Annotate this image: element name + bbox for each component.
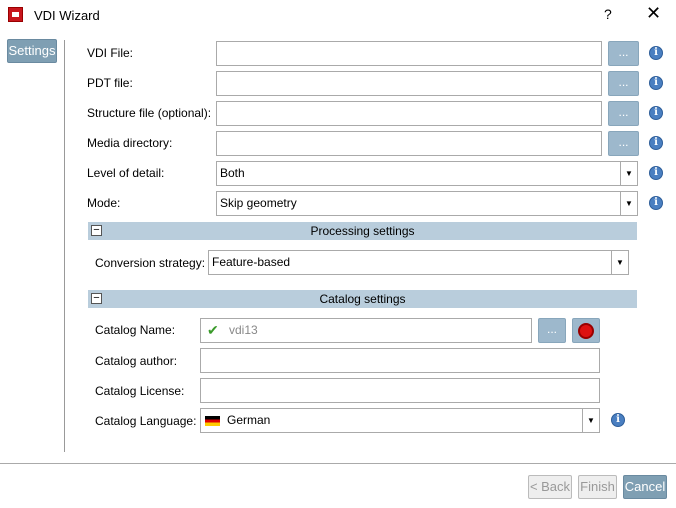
media-directory-browse-button[interactable]: ... bbox=[608, 131, 639, 156]
chevron-down-icon: ▼ bbox=[582, 409, 599, 432]
catalog-name-label: Catalog Name: bbox=[95, 323, 176, 337]
pdt-file-label: PDT file: bbox=[87, 76, 133, 90]
info-icon[interactable]: i bbox=[649, 76, 663, 90]
processing-settings-title: Processing settings bbox=[310, 224, 415, 238]
structure-file-label: Structure file (optional): bbox=[87, 106, 212, 120]
mode-select[interactable]: Skip geometry ▼ bbox=[216, 191, 638, 216]
check-icon: ✔ bbox=[207, 322, 219, 338]
chevron-down-icon: ▼ bbox=[611, 251, 628, 274]
mode-label: Mode: bbox=[87, 196, 121, 210]
catalog-language-select[interactable]: German ▼ bbox=[200, 408, 600, 433]
conversion-strategy-label: Conversion strategy: bbox=[95, 256, 206, 270]
structure-file-input[interactable] bbox=[216, 101, 602, 126]
info-icon[interactable]: i bbox=[611, 413, 625, 427]
catalog-author-label: Catalog author: bbox=[95, 354, 178, 368]
close-button[interactable]: ✕ bbox=[646, 3, 662, 23]
media-directory-input[interactable] bbox=[216, 131, 602, 156]
back-button[interactable]: < Back bbox=[528, 475, 572, 499]
catalog-author-input[interactable] bbox=[200, 348, 600, 373]
tab-settings[interactable]: Settings bbox=[7, 39, 57, 63]
window-title: VDI Wizard bbox=[34, 8, 100, 23]
info-icon[interactable]: i bbox=[649, 106, 663, 120]
clear-catalog-button[interactable] bbox=[572, 318, 600, 343]
pdt-file-input[interactable] bbox=[216, 71, 602, 96]
footer-divider bbox=[0, 463, 676, 464]
catalog-name-browse-button[interactable]: ... bbox=[538, 318, 566, 343]
catalog-name-input[interactable]: ✔ vdi13 bbox=[200, 318, 532, 343]
info-icon[interactable]: i bbox=[649, 46, 663, 60]
info-icon[interactable]: i bbox=[649, 166, 663, 180]
vdi-file-label: VDI File: bbox=[87, 46, 134, 60]
vdi-file-input[interactable] bbox=[216, 41, 602, 66]
catalog-license-input[interactable] bbox=[200, 378, 600, 403]
mode-value: Skip geometry bbox=[220, 196, 297, 210]
divider bbox=[64, 40, 65, 452]
media-directory-label: Media directory: bbox=[87, 136, 173, 150]
vdi-file-browse-button[interactable]: ... bbox=[608, 41, 639, 66]
catalog-name-value: vdi13 bbox=[229, 323, 258, 337]
catalog-language-value: German bbox=[227, 413, 271, 427]
info-icon[interactable]: i bbox=[649, 196, 663, 210]
german-flag-icon bbox=[205, 416, 220, 426]
level-of-detail-label: Level of detail: bbox=[87, 166, 165, 180]
conversion-strategy-select[interactable]: Feature-based ▼ bbox=[208, 250, 629, 275]
catalog-language-label: Catalog Language: bbox=[95, 414, 197, 428]
finish-button[interactable]: Finish bbox=[578, 475, 617, 499]
pdt-file-browse-button[interactable]: ... bbox=[608, 71, 639, 96]
chevron-down-icon: ▼ bbox=[620, 162, 637, 185]
catalog-license-label: Catalog License: bbox=[95, 384, 185, 398]
collapse-toggle[interactable]: − bbox=[91, 293, 102, 304]
structure-file-browse-button[interactable]: ... bbox=[608, 101, 639, 126]
level-of-detail-value: Both bbox=[220, 166, 245, 180]
help-button[interactable]: ? bbox=[604, 6, 612, 22]
processing-settings-header: − Processing settings bbox=[88, 222, 637, 240]
conversion-strategy-value: Feature-based bbox=[212, 255, 291, 269]
forbidden-icon bbox=[578, 323, 594, 339]
collapse-toggle[interactable]: − bbox=[91, 225, 102, 236]
cancel-button[interactable]: Cancel bbox=[623, 475, 667, 499]
level-of-detail-select[interactable]: Both ▼ bbox=[216, 161, 638, 186]
app-icon bbox=[8, 7, 23, 22]
catalog-settings-header: − Catalog settings bbox=[88, 290, 637, 308]
chevron-down-icon: ▼ bbox=[620, 192, 637, 215]
catalog-settings-title: Catalog settings bbox=[319, 292, 406, 306]
info-icon[interactable]: i bbox=[649, 136, 663, 150]
